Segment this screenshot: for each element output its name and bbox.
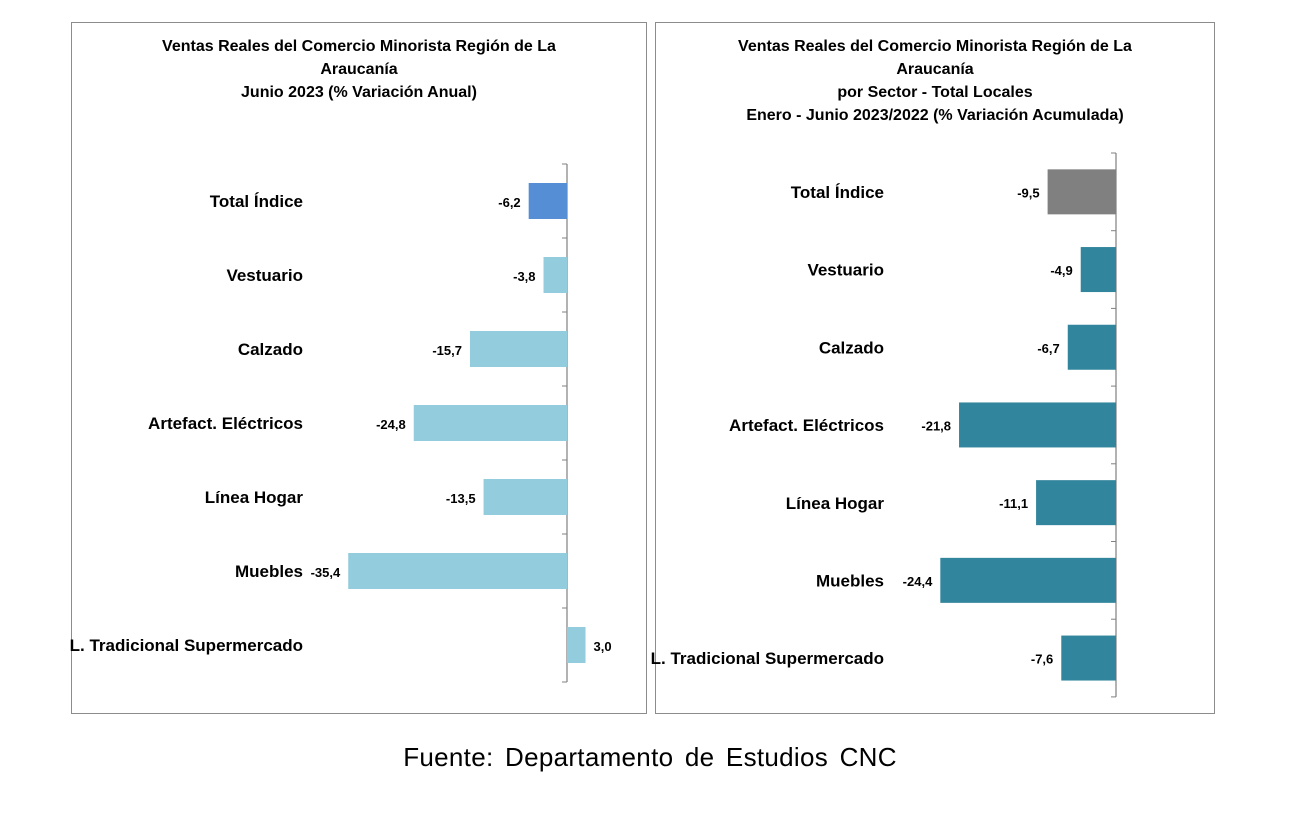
data-label: -21,8 <box>921 418 951 433</box>
bar <box>483 479 567 515</box>
bar <box>543 257 567 293</box>
bar <box>1061 635 1116 681</box>
bar <box>413 405 567 441</box>
category-label: Total Índice <box>210 192 303 211</box>
data-label: -7,6 <box>1031 652 1053 667</box>
bar <box>1047 169 1116 215</box>
plot-area: -6,2 Total Índice -3,8 Vestuario -15,7 Calzad… <box>70 163 612 683</box>
bar-chart-cumulative: -9,5 Total Índice -4,9 Vestuario -6,7 Calzado… <box>651 152 1117 698</box>
chart-title-line: Ventas Reales del Comercio Minorista Reg… <box>162 38 556 55</box>
chart-panel-left: Ventas Reales del Comercio Minorista Reg… <box>70 22 647 714</box>
data-label: -24,4 <box>903 574 933 589</box>
category-label: Artefact. Eléctricos <box>729 416 884 435</box>
chart-title: Ventas Reales del Comercio Minorista Reg… <box>72 35 646 104</box>
bar <box>1067 324 1116 370</box>
chart-panel-right: Ventas Reales del Comercio Minorista Reg… <box>651 22 1215 714</box>
bar <box>940 557 1116 603</box>
bar <box>959 402 1116 448</box>
data-label: -9,5 <box>1017 185 1039 200</box>
bar <box>1036 480 1116 526</box>
chart-title-line: Araucanía <box>896 61 974 78</box>
category-label: Total Índice <box>791 183 884 202</box>
chart-title: Ventas Reales del Comercio Minorista Reg… <box>656 35 1214 127</box>
bar <box>348 553 567 589</box>
bar <box>567 627 586 663</box>
category-label: Artefact. Eléctricos <box>148 414 303 433</box>
category-label: L. Tradicional Supermercado <box>651 649 884 668</box>
data-label: -3,8 <box>513 269 535 284</box>
chart-title-line: Ventas Reales del Comercio Minorista Reg… <box>738 38 1132 55</box>
data-label: -6,2 <box>498 195 520 210</box>
category-label: Calzado <box>819 338 884 357</box>
data-label: -4,9 <box>1050 263 1072 278</box>
bar-chart-annual: -6,2 Total Índice -3,8 Vestuario -15,7 Calzad… <box>70 163 612 683</box>
data-label: -24,8 <box>376 417 406 432</box>
chart-title-line: Enero - Junio 2023/2022 (% Variación Acu… <box>746 107 1124 124</box>
bar <box>1080 247 1116 293</box>
data-label: -6,7 <box>1037 341 1059 356</box>
data-label: -15,7 <box>432 343 462 358</box>
data-label: -35,4 <box>311 565 341 580</box>
category-label: L. Tradicional Supermercado <box>70 636 303 655</box>
source-note: Fuente: Departamento de Estudios CNC <box>403 742 897 772</box>
category-label: Muebles <box>816 572 884 591</box>
data-label: -13,5 <box>446 491 476 506</box>
data-label: 3,0 <box>594 639 612 654</box>
category-label: Línea Hogar <box>205 488 304 507</box>
category-label: Calzado <box>238 340 303 359</box>
plot-area: -9,5 Total Índice -4,9 Vestuario -6,7 Calzado… <box>651 152 1117 698</box>
category-label: Línea Hogar <box>786 494 885 513</box>
chart-title-line: Araucanía <box>320 61 398 78</box>
bar <box>528 183 567 219</box>
chart-title-line: Junio 2023 (% Variación Anual) <box>241 84 477 101</box>
category-label: Vestuario <box>226 266 303 285</box>
bar <box>469 331 567 367</box>
category-label: Vestuario <box>807 261 884 280</box>
category-label: Muebles <box>235 562 303 581</box>
data-label: -11,1 <box>999 496 1028 511</box>
chart-title-line: por Sector - Total Locales <box>837 84 1033 101</box>
